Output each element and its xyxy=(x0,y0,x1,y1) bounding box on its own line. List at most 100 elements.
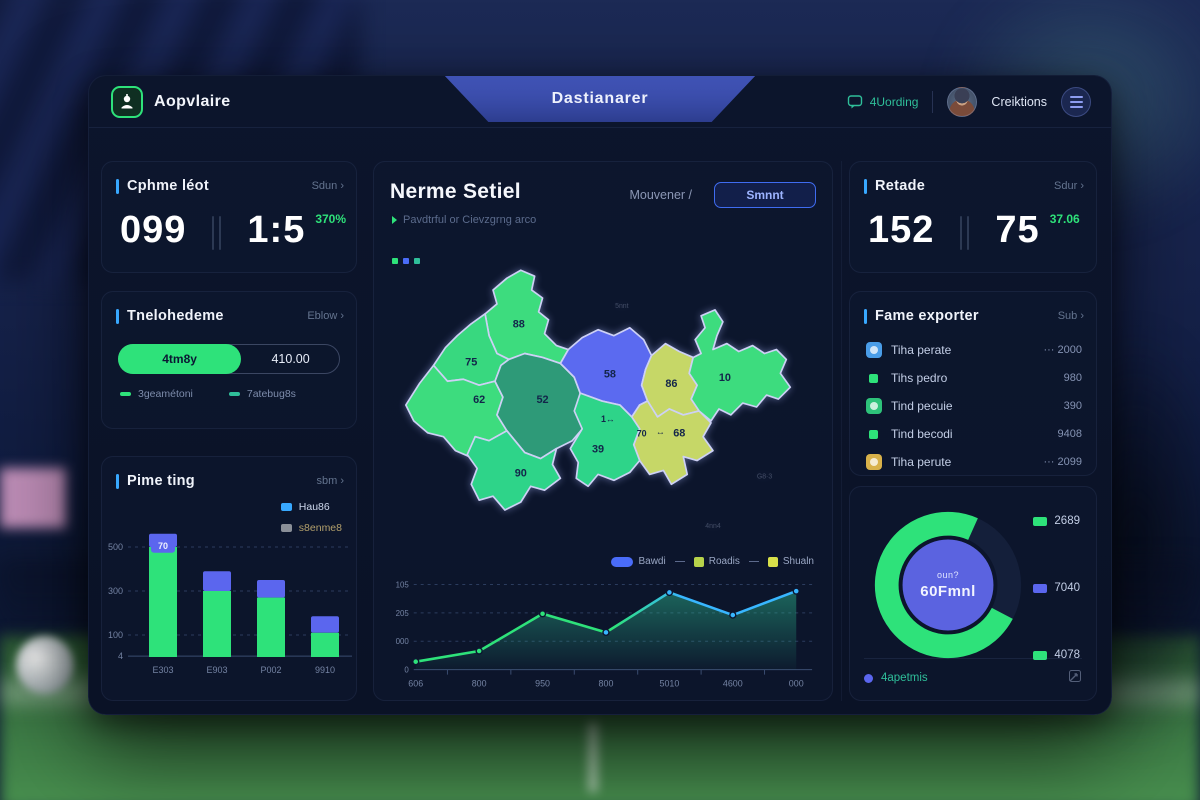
row-icon xyxy=(866,398,882,414)
stat-delta: 37.06 xyxy=(1049,212,1080,226)
card-exporter: Fame exporter Sub › Tiha perate ··· 2000… xyxy=(849,291,1097,476)
map-value-center: 52 xyxy=(537,394,549,406)
exporter-row[interactable]: Tihs pedro 980 xyxy=(866,366,1082,390)
svg-text:000: 000 xyxy=(789,679,804,689)
card-title: Cphme léot xyxy=(127,178,209,194)
background-pink-blob xyxy=(0,468,66,528)
legend-separator xyxy=(674,561,685,562)
panel-action-button[interactable]: Smnnt xyxy=(714,182,816,208)
legend-swatch xyxy=(1033,516,1048,526)
legend-swatch xyxy=(1033,650,1048,660)
accent-bar xyxy=(116,473,119,489)
progress-bar[interactable]: 4tm8y 410.00 xyxy=(118,344,340,374)
svg-text:0: 0 xyxy=(404,666,409,675)
tab-dashboard[interactable]: Dastianarer xyxy=(445,76,755,122)
legend-swatch xyxy=(693,556,704,567)
user-avatar[interactable] xyxy=(947,87,978,117)
progress-fill: 4tm8y xyxy=(118,344,242,374)
legend-swatch xyxy=(767,556,778,567)
card-title: Tnelohedeme xyxy=(127,308,224,324)
map-value-center-north: 58 xyxy=(604,368,616,380)
map-value-center-south: 39 xyxy=(592,444,604,456)
footer-bullet-icon xyxy=(864,673,873,683)
hamburger-icon xyxy=(1069,96,1083,98)
svg-text:606: 606 xyxy=(408,679,423,689)
svg-text:P002: P002 xyxy=(260,665,281,675)
card-donut: oun? 60Fmnl 2689 7040 4078 4apetmis xyxy=(849,486,1097,701)
map-extra-label: 70 xyxy=(637,429,647,439)
legend-separator xyxy=(748,561,759,562)
chat-bubble-icon xyxy=(847,95,862,109)
exporter-row[interactable]: Tind pecuie 390 xyxy=(866,394,1082,418)
subtitle-arrow-icon xyxy=(392,216,397,224)
card-link[interactable]: Sdur › xyxy=(1054,180,1084,192)
map-tool-icon xyxy=(403,258,409,264)
svg-text:5010: 5010 xyxy=(659,679,679,689)
progress-remainder: 410.00 xyxy=(271,352,310,366)
svg-text:800: 800 xyxy=(599,679,614,689)
exporter-row[interactable]: Tind becodi 9408 xyxy=(866,422,1082,446)
card-link[interactable]: Eblow › xyxy=(307,310,344,322)
header-divider xyxy=(932,91,934,113)
legend-swatch xyxy=(280,524,292,532)
accent-bar xyxy=(864,178,867,194)
map-value-west-north: 75 xyxy=(465,356,477,368)
app-logo-icon[interactable] xyxy=(111,86,143,118)
edit-icon[interactable] xyxy=(1068,669,1082,688)
map-value-east-north: 86 xyxy=(665,378,677,390)
hamburger-menu-button[interactable] xyxy=(1061,87,1091,117)
svg-text:000: 000 xyxy=(396,637,410,646)
dashboard-window: Aopvlaire Dastianarer 4Uording Creiktion… xyxy=(88,75,1112,715)
stat-delta: 370% xyxy=(315,212,347,226)
svg-text:500: 500 xyxy=(108,542,123,552)
stat-separator xyxy=(960,216,970,250)
stacked-bar-chart: 500 300 100 4 E303 70 E903 P002 9910 xyxy=(108,533,352,675)
card-retade: Retade Sdur › 152 75 37.06 xyxy=(849,161,1097,273)
map-region-south[interactable] xyxy=(466,429,562,511)
card-link[interactable]: Sdun › xyxy=(311,180,344,192)
card-title: Retade xyxy=(875,178,926,194)
exporter-row[interactable]: Tiha perute ··· 2099 xyxy=(866,450,1082,474)
row-icon xyxy=(866,342,882,358)
map-extra-label: 1↔ xyxy=(601,414,615,424)
svg-text:E303: E303 xyxy=(152,665,173,675)
card-title: Fame exporter xyxy=(875,308,979,324)
tab-title: Dastianarer xyxy=(551,90,649,107)
map-region-far-east[interactable] xyxy=(688,309,792,422)
window-header: Aopvlaire Dastianarer 4Uording Creiktion… xyxy=(89,76,1111,128)
stat-value-2: 75 xyxy=(995,209,1040,251)
line-legend-2: Roadis xyxy=(693,556,740,567)
panel-title: Nerme Setiel xyxy=(390,180,521,203)
accent-bar xyxy=(864,308,867,324)
card-game-stat: Cphme léot Sdun › 099 1:5 370% xyxy=(101,161,357,273)
donut-footer-label: 4apetmis xyxy=(881,672,928,684)
exporter-row[interactable]: Tiha perate ··· 2000 xyxy=(866,338,1082,362)
notifications-group[interactable]: 4Uording xyxy=(847,94,918,110)
region-map: 88 75 62 52 58 86 68 10 39 90 70 ↔ 1↔ 5n… xyxy=(404,269,792,530)
legend-swatch xyxy=(228,392,240,396)
donut-inner-circle xyxy=(902,539,994,631)
map-toolbar[interactable] xyxy=(392,258,420,264)
line-legend-1: Bawdi xyxy=(611,556,666,567)
svg-text:105: 105 xyxy=(396,580,410,589)
map-value-west-south: 62 xyxy=(473,394,485,406)
panel-menu[interactable]: Mouvener / xyxy=(629,188,692,202)
card-link[interactable]: Sub › xyxy=(1057,310,1084,322)
card-link[interactable]: sbm › xyxy=(316,475,345,487)
map-region-center-south[interactable] xyxy=(569,392,641,488)
brand: Aopvlaire xyxy=(111,86,231,118)
svg-text:E903: E903 xyxy=(206,665,227,675)
map-value-north: 88 xyxy=(513,319,525,331)
donut-legend-1: 2689 xyxy=(1033,515,1080,527)
row-icon xyxy=(869,373,878,383)
column-divider xyxy=(841,161,842,701)
svg-text:800: 800 xyxy=(472,679,487,689)
background-center-line xyxy=(588,722,598,792)
header-right-cluster: 4Uording Creiktions xyxy=(847,76,1091,128)
card-prime-timing: Pime ting sbm › Hau86 s8enme8 500 300 100 4… xyxy=(101,456,357,701)
donut-legend-2: 7040 xyxy=(1033,582,1080,594)
map-tool-icon xyxy=(414,258,420,264)
map-region-east-south[interactable] xyxy=(630,400,714,486)
map-region-north[interactable] xyxy=(484,269,570,365)
